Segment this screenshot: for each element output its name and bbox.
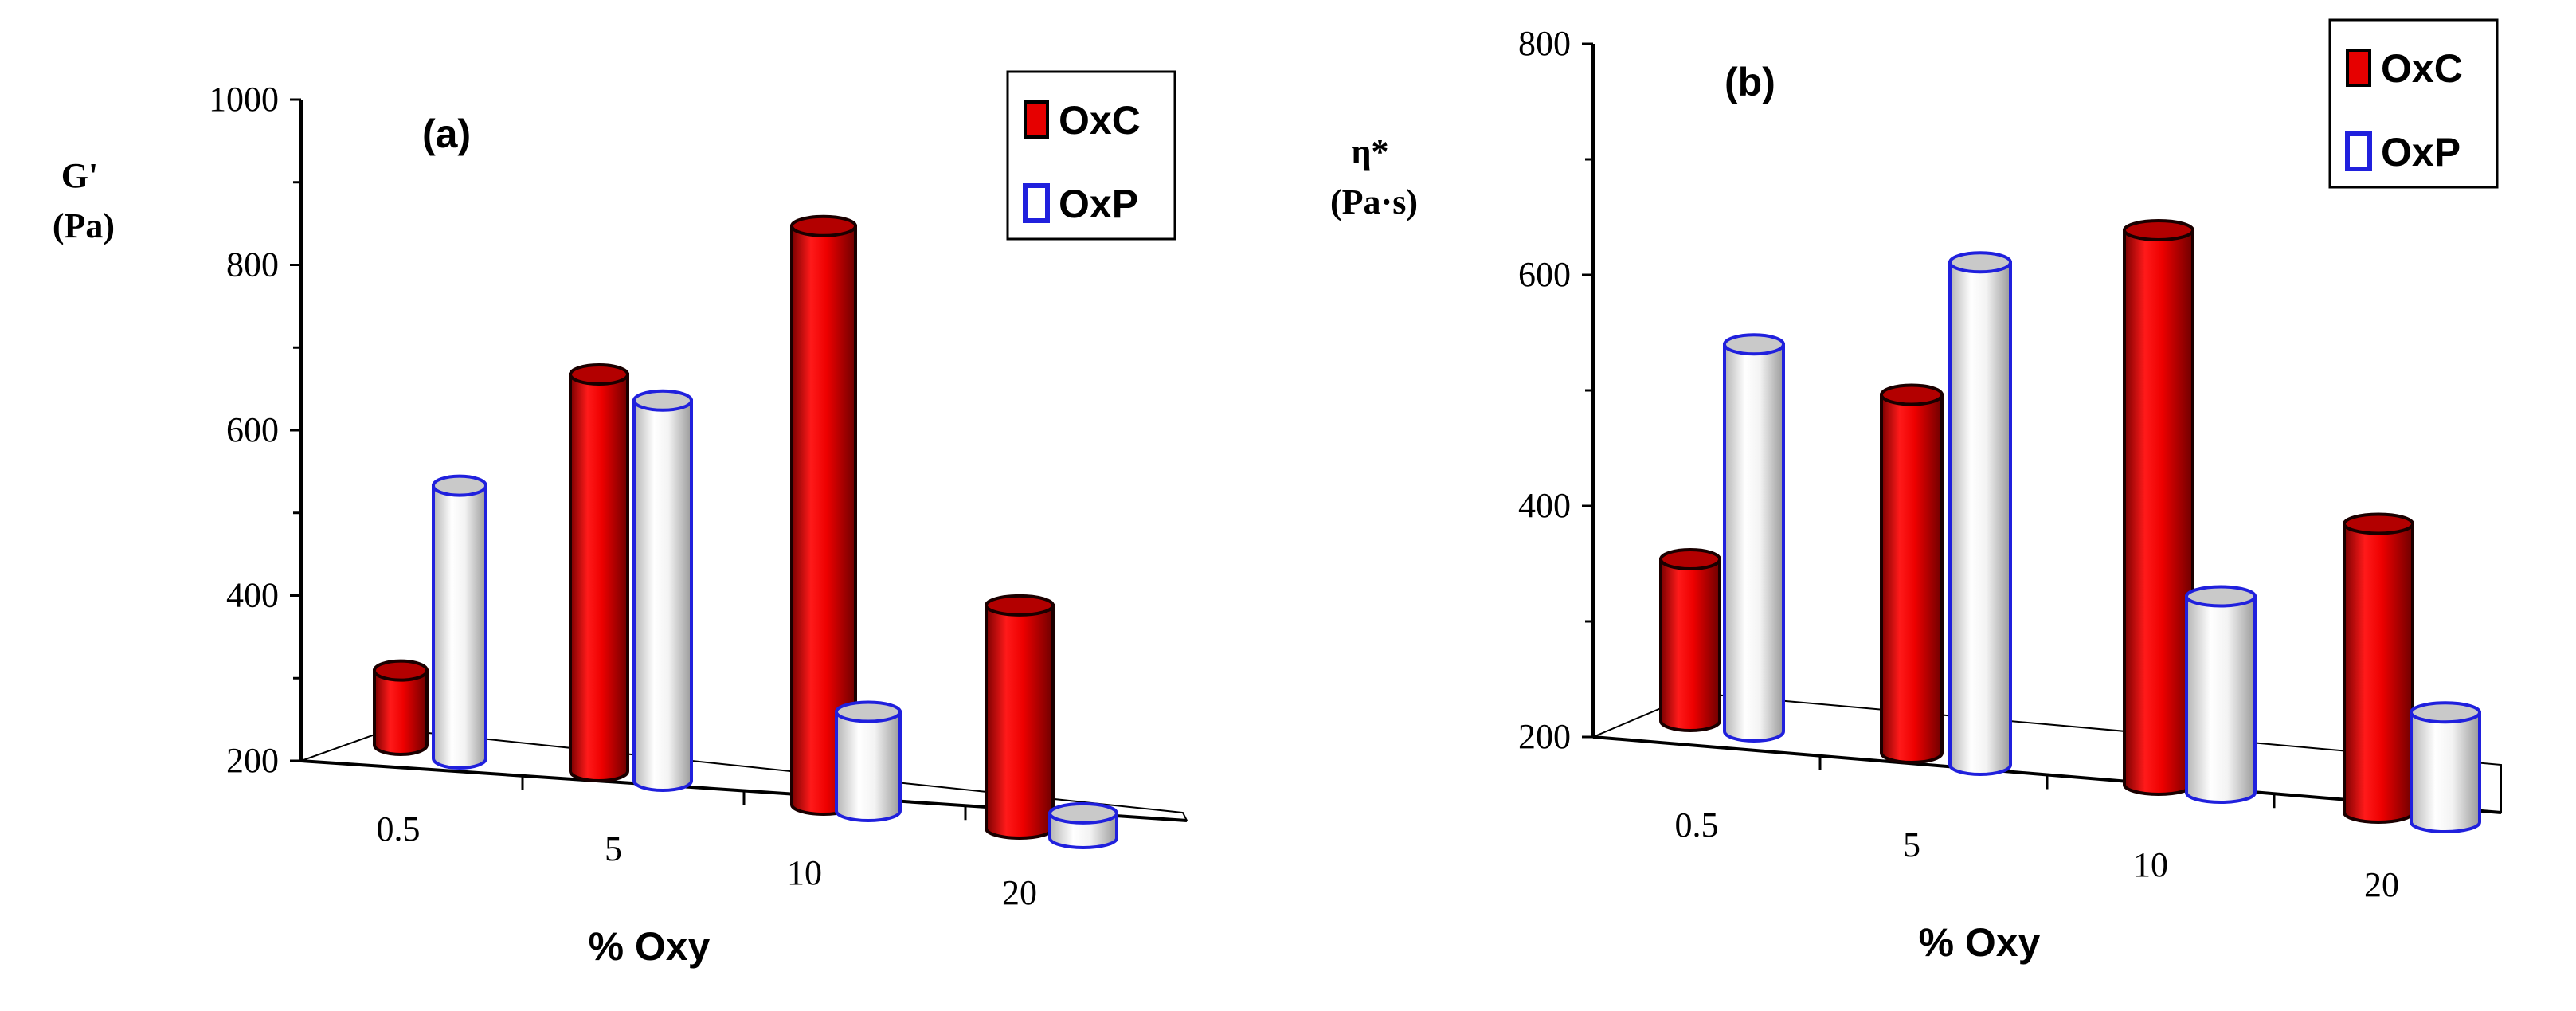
bar-oxc-5 [569, 363, 629, 782]
y-tick-label: 200 [226, 741, 279, 780]
x-axis-title: % Oxy [589, 924, 711, 969]
bar-oxp-0_5 [1723, 333, 1785, 743]
x-axis-title: % Oxy [1919, 920, 2041, 965]
bar-cap [985, 594, 1055, 617]
bar-cap [1880, 383, 1944, 406]
legend-label-oxp: OxP [2381, 130, 2461, 174]
bar-oxc-5 [1880, 383, 1944, 764]
bar-oxc-0_5 [1659, 548, 1721, 732]
y-axis-title-units: (Pa·s) [1330, 182, 1418, 221]
x-tick-label: 0.5 [377, 809, 421, 848]
bar-body [569, 373, 629, 782]
y-tick-label: 1000 [209, 80, 279, 119]
y-tick-label: 400 [1518, 486, 1571, 525]
bar-body [1948, 261, 2012, 776]
legend-label-oxc: OxC [2381, 46, 2463, 91]
bar-cap [373, 659, 429, 682]
x-tick-label: 10 [787, 853, 822, 892]
x-tick-label: 5 [605, 829, 622, 868]
x-tick-label: 20 [1002, 873, 1037, 912]
chart-panel-a: 200 400 600 800 1000 0.5 5 10 20 G' (Pa) % Oxy (a) Ox… [53, 70, 1188, 969]
bar-cap [1948, 251, 2012, 274]
x-tick-label: 10 [2133, 845, 2168, 884]
bar-body [1723, 343, 1785, 743]
bar-oxp-20 [1048, 801, 1118, 849]
bar-body [2343, 522, 2414, 824]
bar-body [1880, 393, 1944, 764]
legend-box [2328, 18, 2499, 189]
bar-body [1659, 558, 1721, 732]
bar-oxp-5 [632, 389, 693, 792]
legend: OxC OxP [1006, 70, 1176, 241]
y-axis-title: η* [1352, 132, 1389, 171]
legend-label-oxp: OxP [1059, 182, 1138, 226]
y-tick-label: 800 [1518, 24, 1571, 63]
bar-cap [2343, 512, 2414, 535]
panel-label: (b) [1725, 60, 1775, 104]
bar-oxp-0_5 [432, 474, 487, 770]
bar-body [2410, 711, 2481, 833]
legend-swatch-oxc [2346, 49, 2371, 87]
bar-body [432, 484, 487, 770]
x-tick-label: 5 [1903, 825, 1920, 864]
bar-cap [2185, 585, 2257, 608]
bar-oxp-10 [2185, 585, 2257, 804]
legend: OxC OxP [2328, 18, 2499, 189]
bar-cap [2410, 701, 2481, 724]
legend-swatch-oxp [1023, 183, 1050, 223]
bar-body [373, 668, 429, 756]
bar-cap [835, 700, 902, 723]
panel-label: (a) [422, 112, 471, 156]
bar-cap [1723, 333, 1785, 356]
bar-cap [569, 363, 629, 386]
y-axis-title-units: (Pa) [53, 206, 115, 245]
bar-cap [2123, 219, 2194, 241]
legend-swatch-oxc [1024, 100, 1049, 139]
bar-oxc-0_5 [373, 659, 429, 756]
bar-body [835, 710, 902, 822]
bar-oxp-5 [1948, 251, 2012, 776]
bar-oxp-20 [2410, 701, 2481, 833]
y-tick-label: 600 [226, 410, 279, 449]
y-tick-label: 600 [1518, 255, 1571, 294]
y-tick-label: 200 [1518, 717, 1571, 756]
x-tick-label: 20 [2364, 865, 2399, 904]
bar-oxp-10 [835, 700, 902, 822]
y-axis-title: G' [61, 156, 98, 195]
bar-body [632, 398, 693, 792]
bar-cap [432, 474, 487, 497]
bar-body [2123, 229, 2194, 796]
legend-label-oxc: OxC [1059, 98, 1141, 143]
legend-swatch-oxp [2345, 131, 2372, 171]
bar-cap [1048, 801, 1118, 825]
bar-oxc-20 [985, 594, 1055, 840]
y-tick-label: 800 [226, 245, 279, 284]
bar-body [2185, 594, 2257, 804]
bar-cap [632, 389, 693, 412]
bar-oxc-20 [2343, 512, 2414, 824]
bar-body [985, 603, 1055, 840]
y-tick-label: 400 [226, 576, 279, 615]
x-tick-label: 0.5 [1675, 805, 1719, 844]
bar-oxc-10 [2123, 219, 2194, 796]
bar-cap [1659, 548, 1721, 570]
bar-cap [790, 214, 857, 237]
